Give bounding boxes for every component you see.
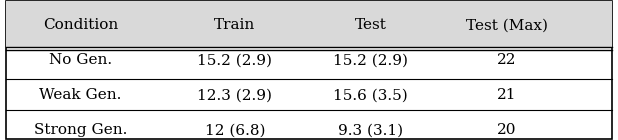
Text: 22: 22: [497, 53, 517, 67]
Text: Test (Max): Test (Max): [466, 18, 548, 32]
Text: 20: 20: [497, 123, 517, 137]
Text: Strong Gen.: Strong Gen.: [33, 123, 127, 137]
Text: Condition: Condition: [43, 18, 118, 32]
Text: 21: 21: [497, 88, 517, 102]
Text: 15.6 (3.5): 15.6 (3.5): [334, 88, 408, 102]
Text: Weak Gen.: Weak Gen.: [39, 88, 122, 102]
Text: 15.2 (2.9): 15.2 (2.9): [197, 53, 273, 67]
Text: 12 (6.8): 12 (6.8): [205, 123, 265, 137]
Text: 9.3 (3.1): 9.3 (3.1): [338, 123, 404, 137]
Text: No Gen.: No Gen.: [49, 53, 112, 67]
Text: Test: Test: [355, 18, 387, 32]
FancyBboxPatch shape: [6, 1, 612, 47]
Text: 12.3 (2.9): 12.3 (2.9): [197, 88, 273, 102]
Text: 15.2 (2.9): 15.2 (2.9): [333, 53, 408, 67]
Text: Train: Train: [214, 18, 255, 32]
